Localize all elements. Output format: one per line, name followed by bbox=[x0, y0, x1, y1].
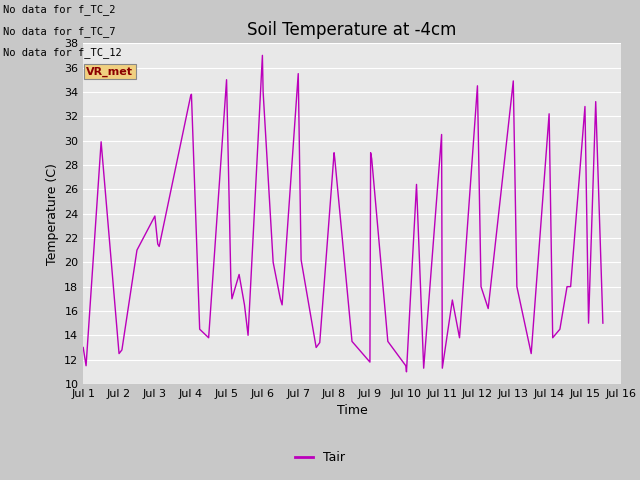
Legend: Tair: Tair bbox=[290, 446, 350, 469]
X-axis label: Time: Time bbox=[337, 405, 367, 418]
Text: No data for f_TC_12: No data for f_TC_12 bbox=[3, 47, 122, 58]
Y-axis label: Temperature (C): Temperature (C) bbox=[45, 163, 58, 264]
Text: No data for f_TC_7: No data for f_TC_7 bbox=[3, 25, 116, 36]
Text: VR_met: VR_met bbox=[86, 66, 133, 77]
Title: Soil Temperature at -4cm: Soil Temperature at -4cm bbox=[247, 21, 457, 39]
Text: No data for f_TC_2: No data for f_TC_2 bbox=[3, 4, 116, 15]
